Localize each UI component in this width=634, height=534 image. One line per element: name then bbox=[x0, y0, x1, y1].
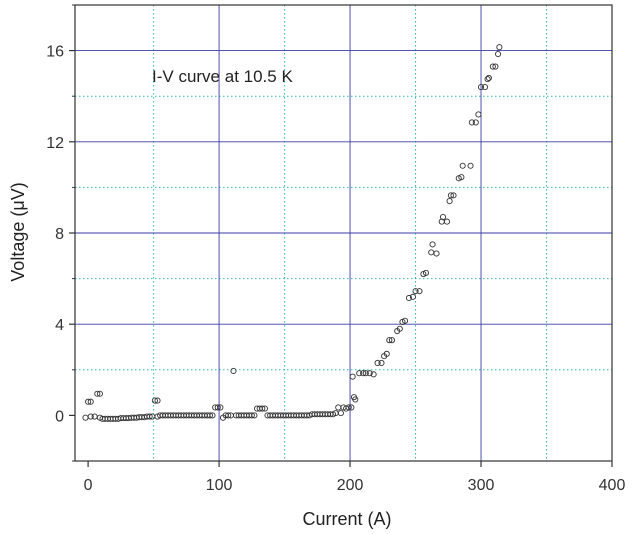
data-point bbox=[248, 412, 255, 419]
data-point bbox=[459, 162, 466, 169]
data-point bbox=[261, 405, 268, 412]
data-point bbox=[349, 373, 356, 380]
data-point bbox=[214, 404, 221, 411]
data-point bbox=[374, 359, 381, 367]
data-point bbox=[409, 293, 416, 300]
data-point bbox=[495, 50, 502, 58]
data-point bbox=[477, 84, 485, 91]
data-point bbox=[439, 213, 447, 221]
y-tick-label: 4 bbox=[55, 317, 64, 334]
data-point bbox=[356, 370, 363, 377]
data-point bbox=[472, 119, 479, 126]
data-point bbox=[345, 404, 352, 411]
data-point bbox=[386, 337, 393, 344]
data-point bbox=[422, 269, 430, 276]
y-tick-label: 12 bbox=[46, 135, 64, 152]
data-point bbox=[154, 397, 161, 404]
data-point bbox=[370, 371, 377, 378]
data-point bbox=[337, 410, 344, 417]
data-point bbox=[450, 192, 457, 199]
data-point bbox=[481, 84, 489, 91]
data-point bbox=[348, 404, 355, 411]
x-tick-label: 200 bbox=[337, 477, 364, 494]
y-tick-label: 0 bbox=[55, 408, 64, 425]
x-axis-title: Current (A) bbox=[302, 509, 391, 529]
data-point bbox=[206, 412, 213, 419]
y-tick-label: 8 bbox=[55, 226, 64, 243]
data-point bbox=[96, 390, 103, 397]
data-point bbox=[360, 370, 367, 377]
data-point bbox=[402, 317, 409, 324]
data-point bbox=[492, 63, 499, 70]
data-point bbox=[475, 111, 482, 118]
data-point bbox=[209, 412, 216, 419]
data-point bbox=[467, 162, 474, 169]
data-point bbox=[485, 74, 492, 82]
data-point bbox=[489, 63, 496, 70]
data-point bbox=[362, 370, 369, 377]
data-point bbox=[378, 359, 385, 367]
data-point bbox=[396, 325, 403, 332]
data-point bbox=[94, 390, 101, 397]
data-points bbox=[82, 44, 503, 422]
data-point bbox=[443, 218, 451, 225]
x-tick-label: 100 bbox=[206, 477, 233, 494]
data-point bbox=[352, 396, 359, 403]
data-point bbox=[388, 337, 396, 344]
data-point bbox=[230, 367, 237, 374]
data-point bbox=[146, 413, 153, 420]
data-point bbox=[151, 397, 158, 404]
data-point bbox=[383, 350, 390, 357]
data-point bbox=[468, 119, 475, 126]
y-axis-title: Voltage (μV) bbox=[8, 182, 28, 281]
data-point bbox=[87, 398, 94, 405]
x-tick-label: 400 bbox=[599, 477, 626, 494]
data-point bbox=[87, 413, 94, 420]
data-point bbox=[416, 288, 423, 295]
data-point bbox=[251, 412, 258, 419]
data-point bbox=[446, 198, 453, 205]
data-point bbox=[405, 294, 413, 302]
data-point bbox=[433, 250, 440, 257]
data-point bbox=[366, 370, 373, 377]
data-point bbox=[496, 44, 503, 51]
data-point bbox=[447, 192, 454, 199]
tick-layer: 0 100 200 300 400 0 4 8 12 16 bbox=[46, 4, 626, 494]
data-point bbox=[85, 398, 92, 405]
data-point bbox=[259, 405, 266, 412]
data-point bbox=[458, 174, 465, 181]
data-point bbox=[429, 241, 436, 248]
grid-layer bbox=[75, 5, 612, 461]
data-point bbox=[217, 404, 224, 411]
x-tick-label: 0 bbox=[84, 477, 93, 494]
data-point bbox=[412, 288, 419, 295]
chart-annotation: I-V curve at 10.5 K bbox=[152, 67, 293, 86]
x-tick-label: 300 bbox=[468, 477, 495, 494]
data-point bbox=[484, 76, 491, 83]
data-point bbox=[225, 412, 232, 419]
y-tick-label: 16 bbox=[46, 44, 64, 61]
